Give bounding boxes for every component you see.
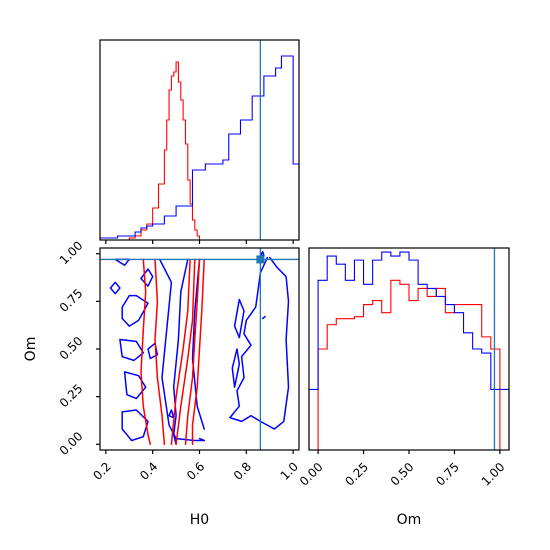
- truth-marker: [256, 255, 265, 264]
- om-ytick-label-1: 0.25: [57, 381, 86, 410]
- blue-contour-15: [261, 315, 266, 320]
- blue-contour-6: [109, 281, 121, 295]
- h0-histogram-panel: [99, 39, 300, 244]
- om-hist-xtick-label-4: 1.00: [479, 460, 508, 489]
- red-contour-5: [191, 258, 205, 446]
- h0-hist-red: [100, 61, 299, 241]
- blue-contour-9: [147, 342, 159, 360]
- om-hist-axis-label: Om: [397, 512, 422, 528]
- h0-xtick-label-3: 0.8: [231, 459, 254, 482]
- om-hist-xtick-label-1: 0.25: [342, 460, 371, 489]
- om-hist-red: [309, 279, 509, 451]
- red-contour-2: [170, 258, 191, 446]
- blue-contour-7: [114, 258, 131, 266]
- blue-contour-11: [191, 258, 205, 430]
- om-ytick-label-3: 0.75: [57, 286, 86, 315]
- blue-contour-4: [123, 371, 147, 400]
- blue-contour-0: [158, 258, 205, 442]
- h0-axis-label: H0: [190, 512, 209, 528]
- om-hist-xtick-label-2: 0.50: [388, 460, 417, 489]
- om-ytick-label-4: 1.00: [57, 238, 86, 267]
- red-contour-4: [184, 258, 201, 446]
- om-hist-xtick-label-3: 0.75: [433, 460, 462, 489]
- om-ytick-label-0: 0.00: [57, 429, 86, 458]
- blue-contour-1: [172, 258, 189, 446]
- blue-contour-8: [140, 268, 154, 287]
- red-contour-1: [154, 258, 166, 446]
- blue-contour-17: [198, 437, 205, 442]
- blue-contour-2: [121, 294, 149, 327]
- h0-xtick-label-1: 0.4: [137, 459, 160, 482]
- red-contour-0: [140, 258, 152, 446]
- contour-lines: [100, 248, 299, 450]
- om-axis-label: Om: [23, 337, 39, 362]
- h0-xtick-label-0: 0.2: [90, 459, 113, 482]
- om-ytick-label-2: 0.50: [57, 334, 86, 363]
- om-hist-blue: [308, 251, 510, 450]
- blue-contour-13: [233, 298, 245, 339]
- red-contour-3: [175, 258, 196, 446]
- blue-contour-12: [229, 256, 290, 430]
- om-histogram-panel: 0.00 0.25 0.50 0.75 1.00 Om: [297, 247, 510, 528]
- h0-xtick-label-2: 0.6: [184, 459, 207, 482]
- h0-hist-blue: [99, 55, 300, 240]
- blue-contour-14: [231, 348, 241, 388]
- blue-contour-3: [119, 338, 145, 362]
- h0-hist-frame: [99, 39, 300, 241]
- blue-contour-5: [121, 409, 149, 442]
- blue-contour-10: [168, 409, 175, 419]
- om-hist-xtick-label-0: 0.00: [297, 460, 326, 489]
